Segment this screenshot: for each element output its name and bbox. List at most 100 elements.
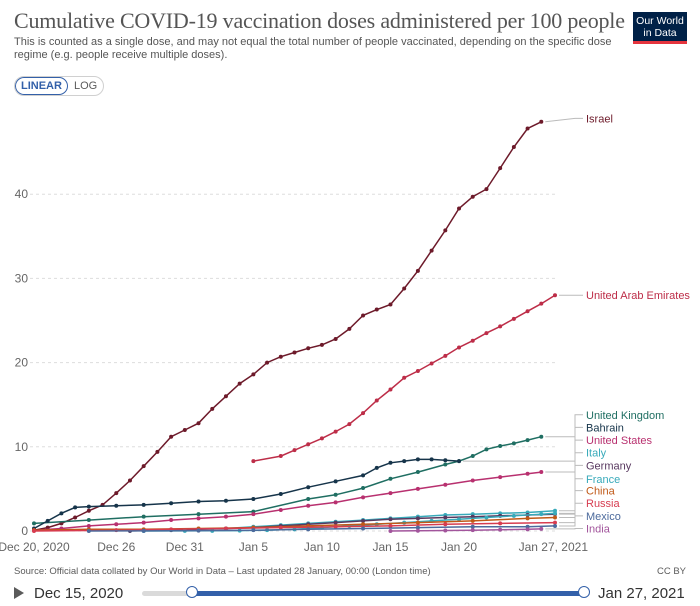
data-point-russia	[278, 525, 283, 530]
data-point-united-arab-emirates	[498, 324, 503, 329]
play-icon[interactable]	[14, 587, 24, 599]
data-point-united-arab-emirates	[292, 448, 297, 453]
data-point-india	[498, 527, 503, 532]
data-point-united-arab-emirates	[251, 459, 256, 464]
license-link[interactable]: CC BY	[656, 566, 686, 577]
owid-logo[interactable]: Our World in Data	[633, 12, 687, 44]
data-point-united-arab-emirates	[484, 331, 489, 336]
data-point-united-states	[525, 471, 530, 476]
source-note: Source: Official data collated by Our Wo…	[14, 566, 431, 577]
data-point-israel	[278, 354, 283, 359]
data-point-united-kingdom	[32, 521, 36, 526]
legend-label-germany: Germany	[586, 460, 632, 472]
legend-label-bahrain: Bahrain	[586, 422, 624, 434]
x-tick-label: Jan 5	[239, 540, 269, 554]
data-point-israel	[319, 342, 324, 347]
data-point-united-states	[306, 503, 311, 508]
connector-israel	[545, 117, 583, 123]
series-line-israel	[33, 121, 542, 531]
data-point-israel	[415, 268, 420, 273]
data-point-israel	[141, 464, 146, 469]
timeline-start-handle[interactable]	[186, 586, 198, 598]
legend-label-china: China	[586, 486, 616, 498]
data-point-mexico	[196, 528, 201, 533]
data-point-mexico	[470, 524, 475, 529]
data-point-bahrain	[457, 459, 462, 464]
data-point-bahrain	[278, 491, 283, 496]
data-point-mexico	[141, 528, 146, 533]
data-point-israel	[361, 313, 366, 318]
data-point-united-states	[388, 491, 393, 496]
data-point-mexico	[251, 528, 256, 533]
timeline-end-handle[interactable]	[578, 586, 590, 598]
data-point-israel	[402, 286, 407, 291]
data-point-israel	[155, 449, 160, 454]
data-point-united-states	[196, 516, 201, 521]
data-point-israel	[498, 166, 503, 171]
data-point-russia	[443, 522, 448, 527]
data-point-china	[553, 515, 557, 520]
timeline: Dec 15, 2020 Jan 27, 2021	[0, 580, 700, 606]
data-point-bahrain	[415, 457, 420, 462]
data-point-united-states	[470, 478, 475, 483]
legend-label-israel: Israel	[586, 113, 613, 125]
data-point-israel	[457, 206, 462, 211]
data-point-israel	[86, 508, 91, 513]
data-point-united-kingdom	[470, 454, 475, 459]
data-point-united-kingdom	[86, 518, 91, 523]
data-point-united-states	[443, 482, 448, 487]
data-point-france	[539, 512, 544, 517]
data-point-germany	[361, 518, 366, 523]
data-point-france	[553, 511, 557, 516]
timeline-start-label: Dec 15, 2020	[34, 585, 124, 602]
connector-united-states	[545, 439, 583, 473]
linear-scale-button[interactable]: LINEAR	[15, 77, 68, 95]
data-point-united-arab-emirates	[525, 309, 530, 314]
data-point-india	[443, 528, 448, 533]
data-point-united-kingdom	[498, 443, 503, 448]
data-point-united-arab-emirates	[347, 422, 352, 427]
data-point-united-arab-emirates	[319, 436, 324, 441]
data-point-united-arab-emirates	[415, 369, 420, 374]
data-point-israel	[429, 248, 434, 253]
connector-france	[559, 478, 583, 514]
data-point-bahrain	[333, 479, 338, 484]
timeline-selected-range	[192, 591, 584, 596]
data-point-bahrain	[251, 497, 256, 502]
data-point-china	[415, 520, 420, 525]
log-scale-button[interactable]: LOG	[73, 80, 98, 92]
data-point-israel	[333, 337, 338, 342]
data-point-china	[525, 516, 530, 521]
data-point-israel	[306, 346, 311, 351]
data-point-mexico	[86, 529, 91, 533]
data-point-united-kingdom	[443, 462, 448, 467]
legend-label-united-arab-emirates: United Arab Emirates	[586, 290, 690, 302]
data-point-bahrain	[141, 502, 146, 507]
data-point-united-arab-emirates	[429, 361, 434, 366]
data-point-bahrain	[306, 485, 311, 490]
data-point-united-kingdom	[511, 441, 516, 446]
legend-label-russia: Russia	[586, 498, 621, 510]
data-point-united-arab-emirates	[374, 398, 379, 403]
data-point-united-kingdom	[141, 514, 146, 519]
logo-line-1: Our World	[636, 15, 684, 27]
data-point-germany	[415, 516, 420, 521]
data-point-united-kingdom	[388, 476, 393, 481]
data-point-bahrain	[169, 501, 174, 506]
legend-label-india: India	[586, 523, 611, 535]
legend-label-mexico: Mexico	[586, 511, 621, 523]
data-point-united-kingdom	[539, 434, 544, 439]
data-point-united-states	[114, 522, 119, 527]
data-point-united-arab-emirates	[388, 387, 393, 392]
data-point-israel	[251, 372, 256, 377]
data-point-united-kingdom	[484, 447, 489, 452]
x-tick-label: Dec 26	[97, 540, 135, 554]
data-point-russia	[388, 523, 393, 528]
data-point-united-kingdom	[333, 492, 338, 497]
x-tick-label: Dec 20, 2020	[0, 540, 70, 554]
data-point-india	[470, 528, 475, 533]
data-point-united-states	[278, 507, 283, 512]
data-point-israel	[196, 421, 201, 426]
data-point-israel	[265, 360, 270, 365]
data-point-mexico	[306, 527, 311, 532]
